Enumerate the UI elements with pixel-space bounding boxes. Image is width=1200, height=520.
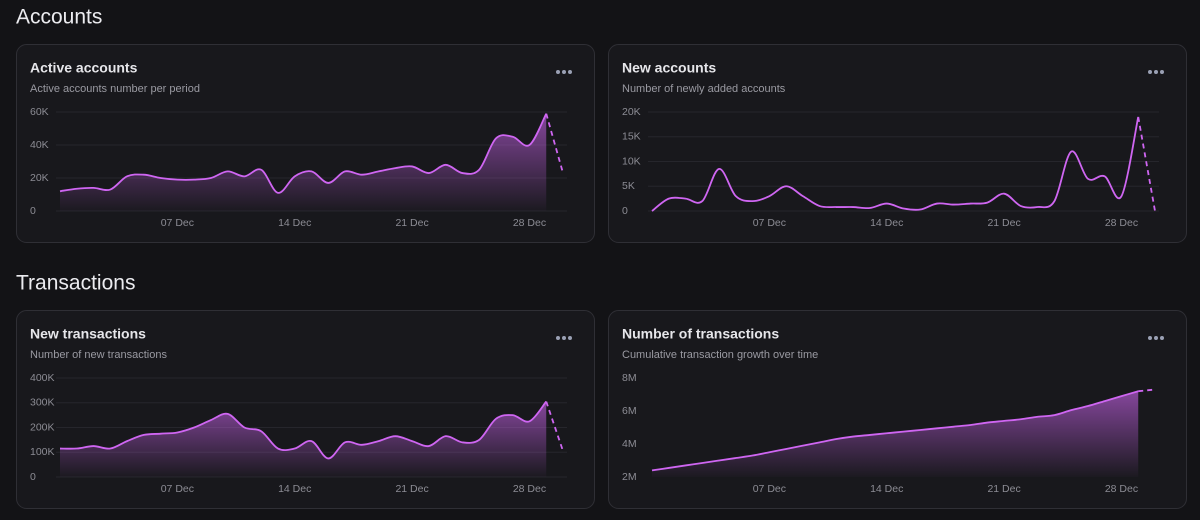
x-tick-label: 28 Dec: [513, 483, 546, 495]
menu-dot[interactable]: [568, 336, 572, 340]
menu-dot[interactable]: [1148, 70, 1152, 74]
area: [652, 391, 1139, 477]
menu-dot[interactable]: [556, 336, 560, 340]
section-title: Accounts: [16, 6, 102, 29]
y-tick-label: 300K: [30, 397, 55, 409]
y-tick-label: 200K: [30, 421, 55, 433]
line: [59, 113, 548, 194]
x-tick-label: 28 Dec: [1105, 483, 1138, 495]
y-tick-label: 0: [30, 205, 36, 217]
x-tick-label: 07 Dec: [753, 217, 786, 229]
chart-subtitle: Active accounts number per period: [30, 83, 200, 95]
y-tick-label: 20K: [30, 172, 49, 184]
x-tick-label: 07 Dec: [753, 483, 786, 495]
card: [608, 44, 1187, 243]
x-tick-label: 21 Dec: [395, 483, 428, 495]
chart-card: Number of transactions Cumulative transac…: [608, 310, 1187, 509]
chart-title: New transactions: [30, 326, 146, 342]
x-tick-label: 14 Dec: [278, 483, 311, 495]
menu-dot[interactable]: [568, 70, 572, 74]
y-tick-label: 60K: [30, 106, 49, 118]
chart-title: Active accounts: [30, 60, 138, 76]
x-tick-label: 28 Dec: [1105, 217, 1138, 229]
x-tick-label: 07 Dec: [161, 217, 194, 229]
x-tick-label: 21 Dec: [395, 217, 428, 229]
incomplete-line: [1137, 116, 1156, 212]
x-tick-label: 07 Dec: [161, 483, 194, 495]
y-tick-label: 0: [622, 205, 628, 217]
x-tick-label: 21 Dec: [987, 217, 1020, 229]
y-tick-label: 100K: [30, 446, 55, 458]
y-tick-label: 6M: [622, 405, 637, 417]
y-tick-label: 4M: [622, 438, 637, 450]
area: [60, 113, 547, 211]
y-tick-label: 5K: [622, 180, 635, 192]
menu-button[interactable]: [556, 70, 572, 74]
y-tick-label: 2M: [622, 471, 637, 483]
x-tick-label: 14 Dec: [870, 483, 903, 495]
menu-dot[interactable]: [1160, 70, 1164, 74]
chart-subtitle: Number of new transactions: [30, 349, 167, 361]
menu-dot[interactable]: [562, 336, 566, 340]
incomplete-line: [1138, 388, 1156, 393]
area: [60, 401, 547, 477]
x-tick-label: 21 Dec: [987, 483, 1020, 495]
menu-button[interactable]: [1148, 70, 1164, 74]
chart-card: Active accounts Active accounts number pe…: [16, 44, 595, 243]
line: [651, 116, 1140, 212]
menu-dot[interactable]: [1154, 336, 1158, 340]
menu-dot[interactable]: [562, 70, 566, 74]
chart-title: New accounts: [622, 60, 716, 76]
chart-card: New transactions Number of new transactio…: [16, 310, 595, 509]
menu-dot[interactable]: [1148, 336, 1152, 340]
y-tick-label: 10K: [622, 155, 641, 167]
y-tick-label: 0: [30, 471, 36, 483]
menu-dot[interactable]: [1160, 336, 1164, 340]
x-tick-label: 14 Dec: [278, 217, 311, 229]
line: [651, 390, 1139, 472]
chart-subtitle: Cumulative transaction growth over time: [622, 349, 818, 361]
menu-button[interactable]: [556, 336, 572, 340]
chart-subtitle: Number of newly added accounts: [622, 83, 786, 95]
y-tick-label: 400K: [30, 372, 55, 384]
incomplete-line: [545, 113, 564, 174]
chart-title: Number of transactions: [622, 326, 779, 342]
y-tick-label: 20K: [622, 106, 641, 118]
x-tick-label: 28 Dec: [513, 217, 546, 229]
menu-dot[interactable]: [556, 70, 560, 74]
y-tick-label: 15K: [622, 131, 641, 143]
chart-card: New accounts Number of newly added accoun…: [608, 44, 1187, 243]
menu-dot[interactable]: [1154, 70, 1158, 74]
y-tick-label: 8M: [622, 372, 637, 384]
menu-button[interactable]: [1148, 336, 1164, 340]
y-tick-label: 40K: [30, 139, 49, 151]
section-title: Transactions: [16, 272, 135, 295]
x-tick-label: 14 Dec: [870, 217, 903, 229]
line: [59, 400, 547, 460]
